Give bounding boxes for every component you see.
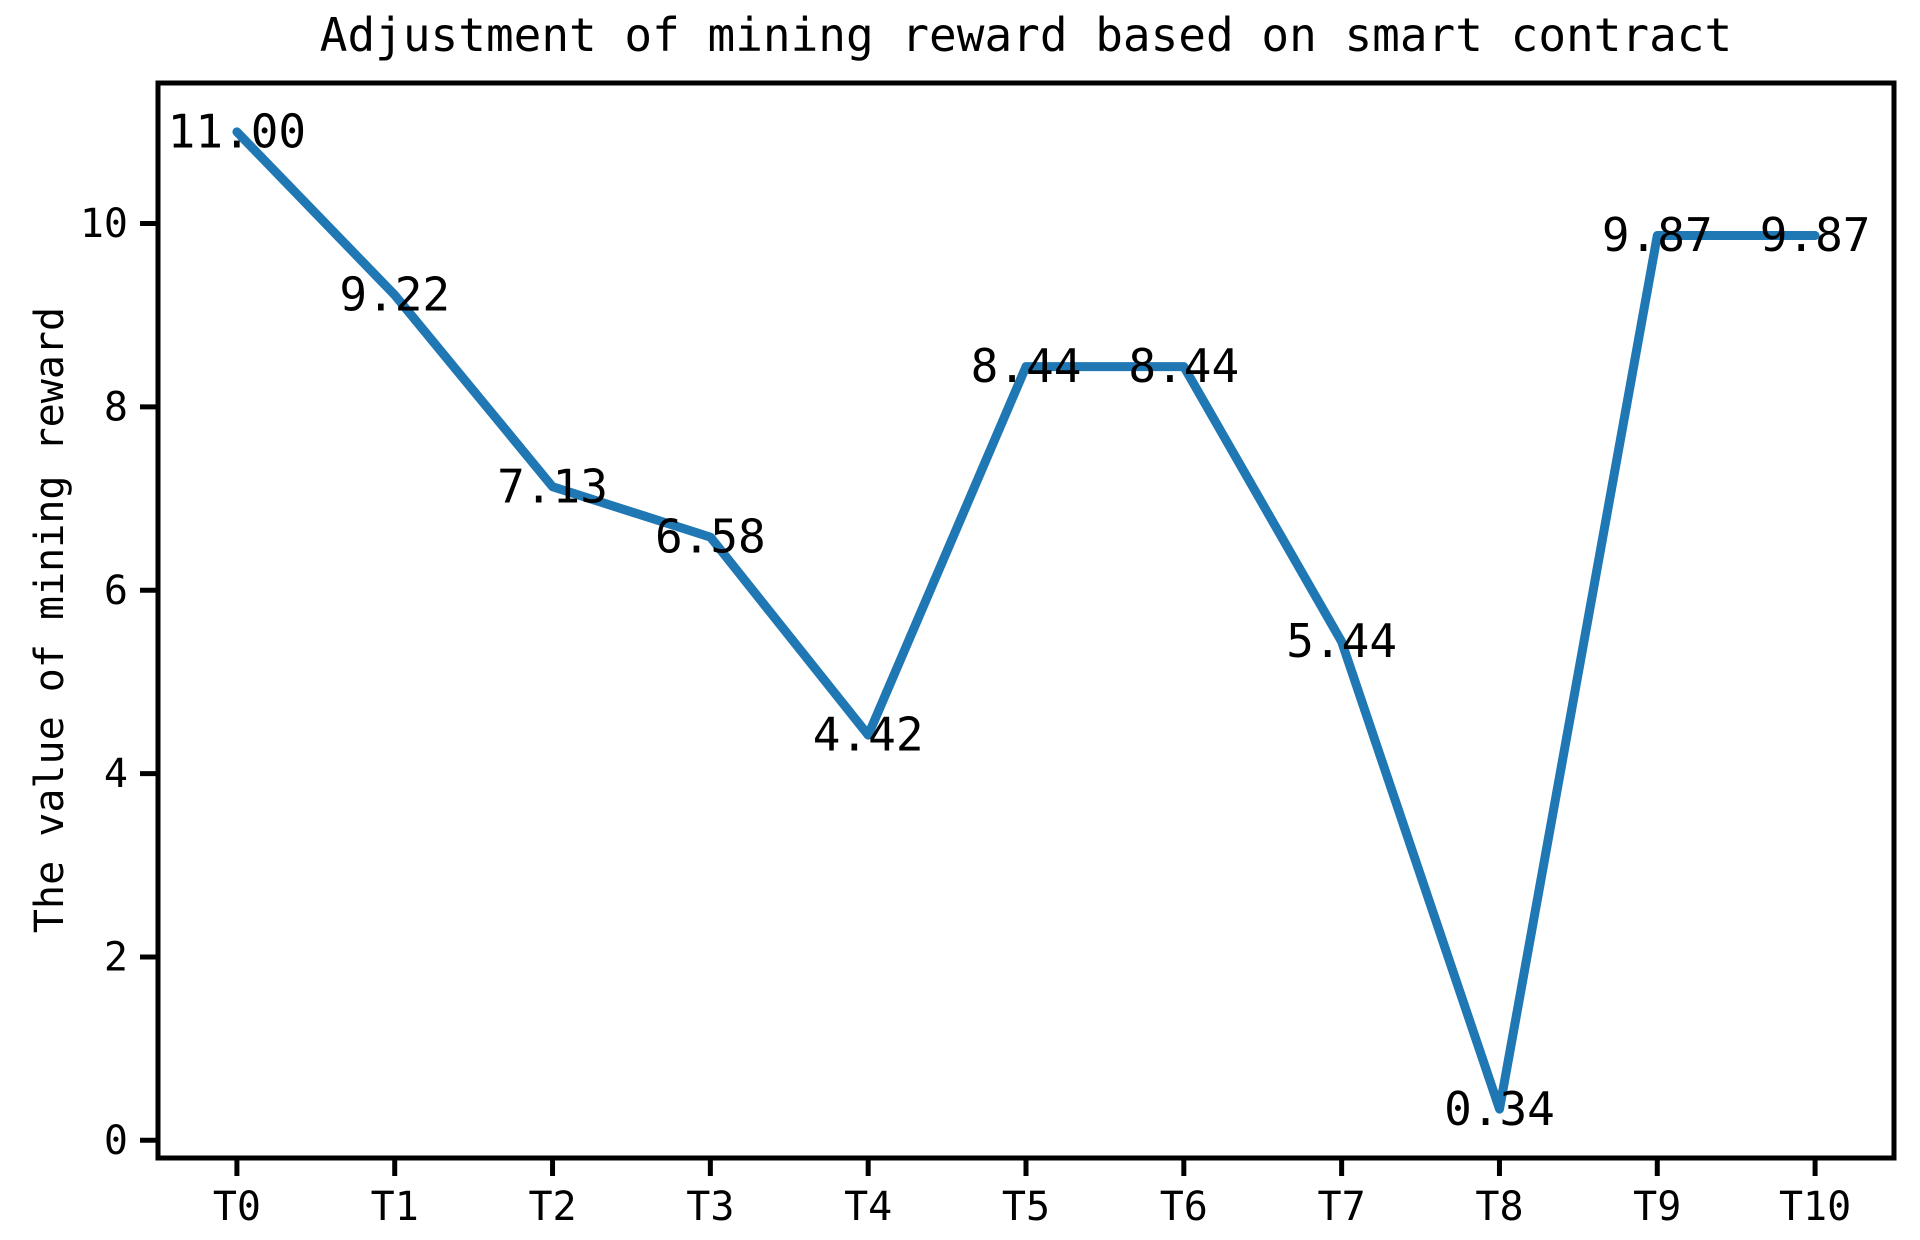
y-axis-tick-label: 2 [104,935,128,981]
y-axis-label: The value of mining reward [27,306,73,934]
data-point-label: 6.58 [655,510,766,564]
x-axis-tick-label: T7 [1318,1184,1366,1230]
data-point-label: 7.13 [497,459,608,513]
x-axis-tick-label: T3 [686,1184,734,1230]
data-point-label: 5.44 [1286,614,1397,668]
y-axis-tick-label: 4 [104,751,128,797]
y-axis-tick-label: 0 [104,1118,128,1164]
data-line [232,127,1820,1114]
data-point-label: 9.22 [339,268,450,322]
x-axis-tick-label: T2 [528,1184,576,1230]
data-point-label: 8.44 [971,339,1082,393]
x-axis-tick-label: T0 [213,1184,261,1230]
x-axis-tick-label: T5 [1002,1184,1050,1230]
x-axis-tick-label: T8 [1475,1184,1523,1230]
data-point-label: 11.00 [168,105,306,159]
data-point-label: 4.42 [813,708,924,762]
x-axis-tick-label: T6 [1160,1184,1208,1230]
x-axis-tick-label: T1 [371,1184,419,1230]
y-axis-tick-label: 10 [80,201,128,247]
x-axis-tick-label: T10 [1779,1184,1851,1230]
data-point-label: 0.34 [1444,1082,1555,1136]
data-point-label: 9.87 [1760,208,1871,262]
y-axis-tick-label: 6 [104,568,128,614]
chart-title: Adjustment of mining reward based on sma… [319,8,1733,62]
x-axis-tick-label: T9 [1633,1184,1681,1230]
data-point-label: 9.87 [1602,208,1713,262]
y-axis-tick-label: 8 [104,384,128,430]
x-axis-tick-label: T4 [844,1184,892,1230]
data-point-label: 8.44 [1128,339,1239,393]
